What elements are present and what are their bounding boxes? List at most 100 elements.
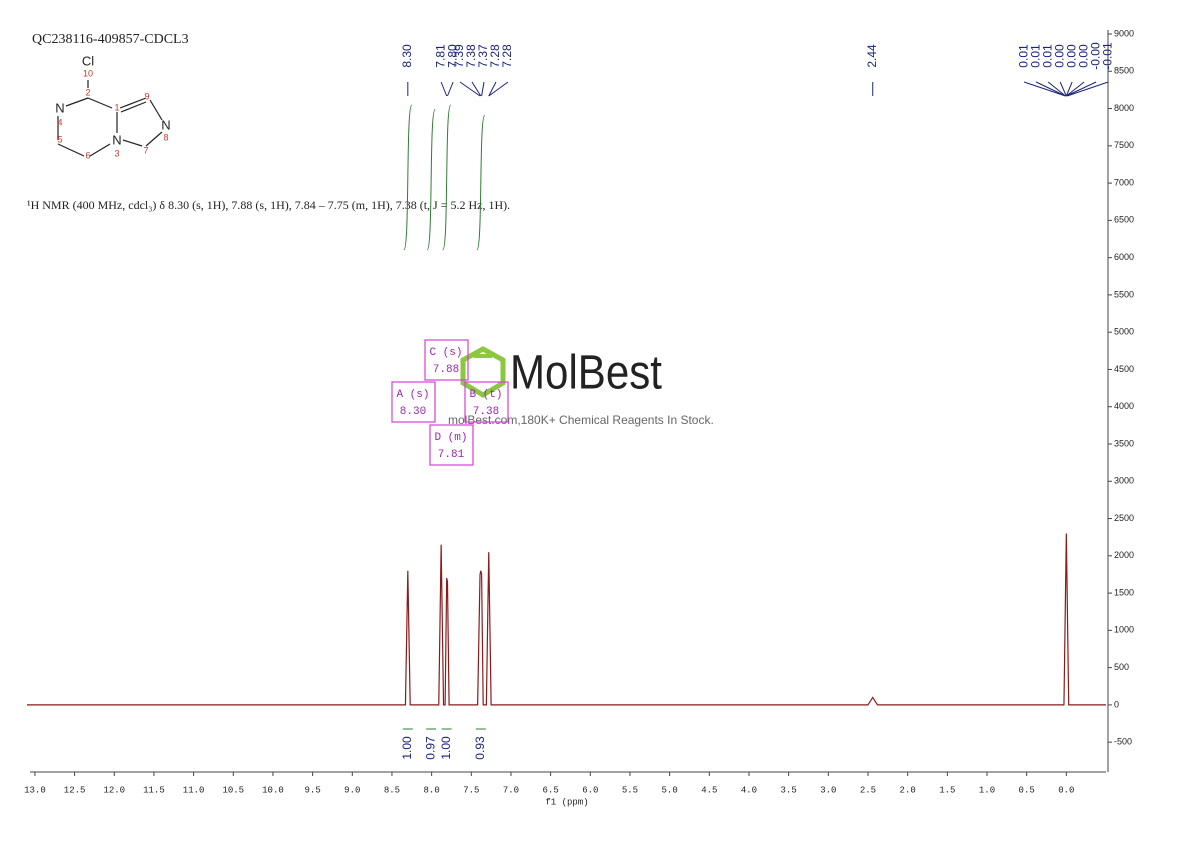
x-tick-label: 7.0 — [503, 785, 519, 795]
peak-leader — [471, 81, 482, 97]
peak-label: 7.38 — [464, 44, 478, 68]
integral-curve — [476, 114, 486, 251]
x-tick-label: 2.5 — [860, 785, 876, 795]
peak-label: 0.01 — [1016, 44, 1030, 68]
x-tick-label: 0.5 — [1019, 785, 1035, 795]
peak-leader — [481, 81, 485, 97]
y-tick-label: 8500 — [1114, 66, 1134, 76]
atom-label: Cl — [82, 53, 94, 68]
y-tick-label: 9000 — [1114, 28, 1134, 38]
y-tick-label: 8000 — [1114, 103, 1134, 113]
integral-label: 1.00 — [439, 736, 453, 760]
integral-label: 0.93 — [473, 736, 487, 760]
peak-leader — [1065, 81, 1073, 97]
x-tick-label: 8.5 — [384, 785, 400, 795]
bond — [119, 97, 147, 109]
y-tick-label: 7000 — [1114, 177, 1134, 187]
y-tick-label: 500 — [1114, 662, 1129, 672]
peak-label: 7.28 — [488, 44, 502, 68]
atom-number: 7 — [143, 145, 148, 155]
bond — [149, 99, 163, 121]
atom-number: 4 — [57, 117, 62, 127]
peak-leader — [1066, 81, 1097, 97]
peak-leader — [1066, 81, 1109, 97]
x-tick-label: 7.5 — [463, 785, 479, 795]
bond — [145, 131, 163, 147]
atom-number: 8 — [163, 132, 168, 142]
watermark-brand: MolBest — [510, 347, 662, 400]
multiplet-box — [464, 381, 509, 423]
y-tick-label: 3000 — [1114, 476, 1134, 486]
x-tick-label: 9.5 — [305, 785, 321, 795]
peak-leader — [488, 81, 497, 97]
multiplet-name: D (m) — [434, 432, 467, 444]
peak-label: 8.30 — [400, 44, 414, 68]
y-tick-label: 4500 — [1114, 364, 1134, 374]
peak-leader — [459, 81, 481, 97]
multiplet-box — [424, 339, 469, 381]
peak-leader — [1035, 81, 1066, 97]
peak-label: 7.28 — [500, 44, 514, 68]
atom-label: N — [55, 100, 64, 115]
bond — [89, 143, 111, 157]
y-tick-label: 3500 — [1114, 438, 1134, 448]
peak-label: 0.00 — [1064, 44, 1078, 68]
peak-label: 7.39 — [452, 44, 466, 68]
y-tick-label: 2500 — [1114, 513, 1134, 523]
bond — [87, 97, 113, 109]
multiplet-shift: 7.38 — [473, 406, 499, 418]
atom-label: N — [112, 132, 121, 147]
x-tick-label: 5.0 — [662, 785, 678, 795]
integral-label: 1.00 — [400, 736, 414, 760]
structure — [57, 80, 163, 157]
peak-leader — [440, 81, 448, 97]
y-tick-label: -500 — [1114, 737, 1132, 747]
bond — [120, 101, 147, 113]
bond — [57, 143, 85, 157]
x-tick-label: 1.5 — [939, 785, 955, 795]
x-tick-label: 3.5 — [781, 785, 797, 795]
x-tick-label: 4.5 — [701, 785, 717, 795]
y-tick-label: 1500 — [1114, 587, 1134, 597]
y-tick-label: 5000 — [1114, 327, 1134, 337]
x-tick-label: 12.5 — [64, 785, 86, 795]
atom-number: 5 — [57, 134, 62, 144]
multiplet-box — [391, 381, 436, 423]
y-tick-label: 6500 — [1114, 215, 1134, 225]
y-tick-label: 5500 — [1114, 289, 1134, 299]
peak-leader — [1023, 81, 1066, 97]
x-tick-label: 11.5 — [143, 785, 165, 795]
multiplet-shift: 8.30 — [400, 406, 426, 418]
y-tick-label: 2000 — [1114, 550, 1134, 560]
x-tick-label: 4.0 — [741, 785, 757, 795]
peak-leader — [1066, 81, 1085, 97]
x-tick-label: 3.0 — [820, 785, 836, 795]
peak-leader — [1059, 81, 1067, 97]
integral-label: 0.97 — [423, 736, 437, 760]
atom-label: N — [161, 117, 170, 132]
multiplet-shift: 7.81 — [438, 449, 465, 461]
peak-label: -0.01 — [1100, 42, 1114, 70]
watermark-text: molBest.com,180K+ Chemical Reagents In S… — [448, 413, 714, 427]
x-tick-label: 12.0 — [103, 785, 125, 795]
y-tick-label: 7500 — [1114, 140, 1134, 150]
atom-number: 3 — [114, 148, 119, 158]
x-tick-label: 10.5 — [222, 785, 244, 795]
y-tick-label: 6000 — [1114, 252, 1134, 262]
integral-curve — [442, 104, 452, 251]
x-tick-label: 6.0 — [582, 785, 598, 795]
x-tick-label: 9.0 — [344, 785, 360, 795]
x-tick-label: 13.0 — [24, 785, 46, 795]
peak-label: 0.00 — [1076, 44, 1090, 68]
peak-label: 7.80 — [445, 44, 459, 68]
peak-label: -0.00 — [1088, 42, 1102, 70]
bond — [122, 139, 143, 147]
integral-curve — [426, 108, 436, 251]
x-tick-label: 1.0 — [979, 785, 995, 795]
atom-number: 10 — [83, 68, 93, 78]
multiplet-box — [429, 424, 474, 466]
spectrum-line — [27, 533, 1106, 706]
x-tick-label: 2.0 — [900, 785, 916, 795]
x-axis-label: f1 (ppm) — [545, 797, 588, 807]
integral-curve — [403, 104, 413, 251]
